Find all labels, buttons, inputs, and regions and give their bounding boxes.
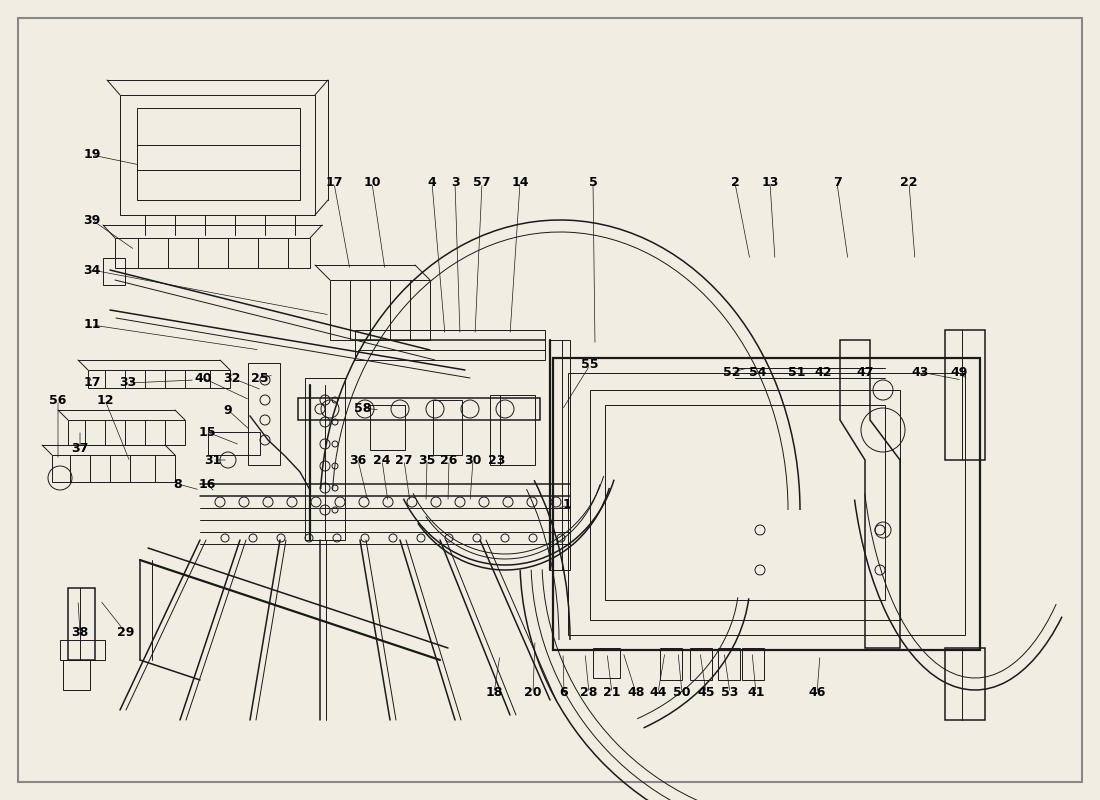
- Text: 44: 44: [649, 686, 667, 699]
- Text: 57: 57: [473, 177, 491, 190]
- Text: 38: 38: [72, 626, 89, 639]
- Text: 14: 14: [512, 177, 529, 190]
- Text: 40: 40: [195, 371, 211, 385]
- Text: 49: 49: [950, 366, 968, 378]
- Text: 45: 45: [697, 686, 715, 699]
- Text: 12: 12: [97, 394, 113, 406]
- Text: 37: 37: [72, 442, 89, 454]
- Text: 21: 21: [603, 686, 620, 699]
- Text: 41: 41: [747, 686, 764, 699]
- Text: 48: 48: [627, 686, 645, 699]
- Text: 47: 47: [856, 366, 873, 378]
- Text: 6: 6: [560, 686, 569, 699]
- Text: 26: 26: [440, 454, 458, 466]
- Text: 5: 5: [588, 177, 597, 190]
- Text: 24: 24: [373, 454, 390, 466]
- Text: 55: 55: [581, 358, 598, 371]
- Text: 17: 17: [84, 377, 101, 390]
- Text: 9: 9: [223, 403, 232, 417]
- Text: 56: 56: [50, 394, 67, 406]
- Text: 35: 35: [418, 454, 436, 466]
- Text: 50: 50: [673, 686, 691, 699]
- Text: 43: 43: [911, 366, 928, 378]
- Text: 25: 25: [251, 371, 268, 385]
- Text: 22: 22: [900, 177, 917, 190]
- Text: 4: 4: [428, 177, 437, 190]
- Text: 46: 46: [808, 686, 826, 699]
- Text: 58: 58: [354, 402, 372, 414]
- Text: 36: 36: [350, 454, 366, 466]
- Text: 17: 17: [326, 177, 343, 190]
- Text: 53: 53: [722, 686, 739, 699]
- Text: 16: 16: [198, 478, 216, 490]
- Text: 52: 52: [724, 366, 740, 378]
- Text: 34: 34: [84, 263, 101, 277]
- Text: 10: 10: [363, 177, 381, 190]
- Text: 42: 42: [814, 366, 832, 378]
- Text: 28: 28: [581, 686, 597, 699]
- Text: 51: 51: [789, 366, 805, 378]
- Text: 30: 30: [464, 454, 482, 466]
- Text: 39: 39: [84, 214, 100, 226]
- Text: 32: 32: [223, 371, 241, 385]
- Text: 7: 7: [833, 177, 842, 190]
- Text: 13: 13: [761, 177, 779, 190]
- Text: 15: 15: [198, 426, 216, 438]
- Text: 27: 27: [395, 454, 412, 466]
- Text: 3: 3: [451, 177, 460, 190]
- Text: 29: 29: [118, 626, 134, 639]
- Text: 8: 8: [174, 478, 183, 490]
- Text: 11: 11: [84, 318, 101, 331]
- Text: 54: 54: [749, 366, 767, 378]
- Text: 19: 19: [84, 149, 101, 162]
- Text: 20: 20: [525, 686, 541, 699]
- Text: 1: 1: [562, 498, 571, 511]
- Text: 2: 2: [730, 177, 739, 190]
- Text: 31: 31: [205, 454, 222, 466]
- Text: 33: 33: [120, 377, 136, 390]
- Text: 23: 23: [488, 454, 506, 466]
- Text: 18: 18: [485, 686, 503, 699]
